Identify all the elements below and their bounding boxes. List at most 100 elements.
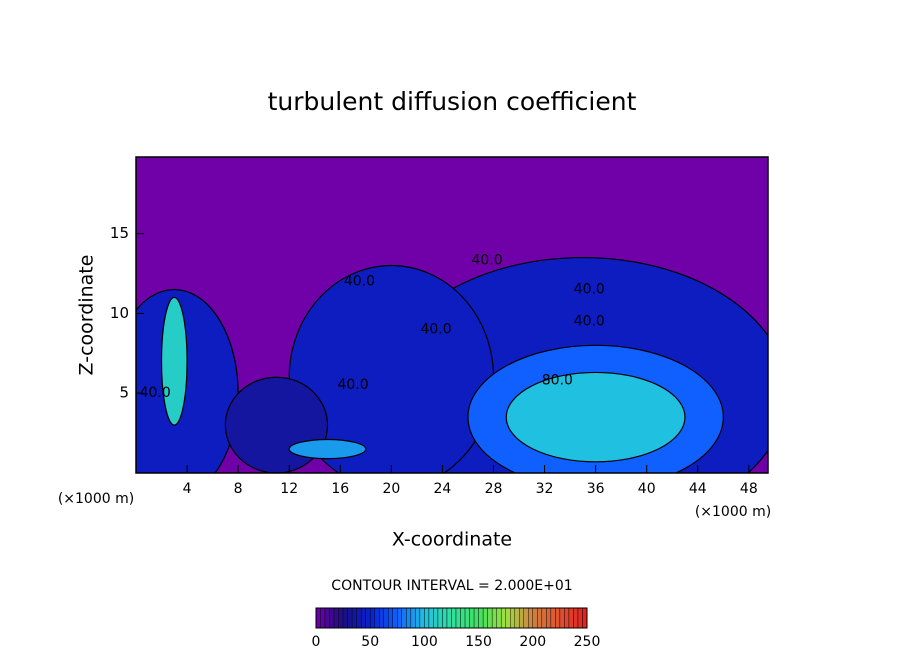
colorbar-cell <box>419 607 425 629</box>
colorbar-cell <box>559 607 565 629</box>
colorbar-cell <box>451 607 457 629</box>
colorbar-cell <box>577 607 583 629</box>
colorbar-cell <box>397 607 403 629</box>
colorbar-cell <box>315 607 321 629</box>
colorbar-frame <box>315 607 588 629</box>
y-axis-label: Z-coordinate <box>76 255 98 376</box>
colorbar-cell <box>433 607 439 629</box>
x-axis-label: X-coordinate <box>392 529 512 551</box>
y-tick-label: 15 <box>110 224 129 242</box>
colorbar-cell <box>428 607 434 629</box>
colorbar-tick-label: 250 <box>574 634 601 650</box>
colorbar-cell <box>360 607 366 629</box>
colorbar-cell <box>324 607 330 629</box>
colorbar-cell <box>329 607 335 629</box>
colorbar-cell <box>347 607 353 629</box>
x-tick-label: 48 <box>740 481 758 497</box>
field-region <box>224 376 329 473</box>
x-tick-label: 24 <box>434 481 452 497</box>
colorbar-cell <box>392 607 398 629</box>
colorbar-cell <box>537 607 543 629</box>
colorbar-cell <box>333 607 339 629</box>
colorbar-tick-label: 50 <box>361 634 379 650</box>
colorbar-cell <box>410 607 416 629</box>
colorbar-cell <box>338 607 344 629</box>
colorbar-cell <box>496 607 502 629</box>
colorbar-tick-label: 100 <box>411 634 438 650</box>
colorbar-tick-label: 200 <box>519 634 546 650</box>
contour-label: 40.0 <box>420 321 451 337</box>
x-tick-label: 28 <box>485 481 503 497</box>
colorbar-cell <box>573 607 579 629</box>
contour-label: 40.0 <box>574 281 605 297</box>
contour-label: 40.0 <box>337 377 368 393</box>
colorbar-cell <box>482 607 488 629</box>
colorbar-cell <box>455 607 461 629</box>
colorbar-cell <box>365 607 371 629</box>
contour-label: 40.0 <box>344 273 375 289</box>
colorbar-cell <box>582 607 588 629</box>
contour-label: 40.0 <box>472 253 503 269</box>
colorbar-cell <box>541 607 547 629</box>
colorbar-title: CONTOUR INTERVAL = 2.000E+01 <box>331 578 572 594</box>
colorbar-cell <box>464 607 470 629</box>
plot-frame <box>135 156 769 474</box>
x-tick-label: 8 <box>234 481 243 497</box>
colorbar-cell <box>491 607 497 629</box>
contour-label: 80.0 <box>542 372 573 388</box>
colorbar-tick-label: 0 <box>312 634 321 650</box>
x-tick-label: 16 <box>331 481 349 497</box>
x-tick-label: 44 <box>689 481 707 497</box>
x-tick-label: 12 <box>280 481 298 497</box>
field-region <box>288 438 367 460</box>
colorbar-cell <box>532 607 538 629</box>
colorbar-cell <box>555 607 561 629</box>
chart-title: turbulent diffusion coefficient <box>268 87 637 116</box>
colorbar-cell <box>478 607 484 629</box>
colorbar-cell <box>356 607 362 629</box>
colorbar-cell <box>550 607 556 629</box>
colorbar-cell <box>379 607 384 629</box>
colorbar-tick-label: 150 <box>465 634 492 650</box>
x-tick-label: 32 <box>536 481 554 497</box>
x-tick-label: 4 <box>183 481 192 497</box>
field-region <box>505 371 686 463</box>
colorbar-cell <box>528 607 533 629</box>
colorbar-cell <box>568 607 574 629</box>
colorbar-cell <box>370 607 375 629</box>
y-tick-label: 10 <box>110 304 129 322</box>
colorbar-cell <box>487 607 493 629</box>
colorbar-cell <box>437 607 443 629</box>
colorbar-cell <box>546 607 552 629</box>
colorbar-cell <box>473 607 479 629</box>
colorbar-cell <box>342 607 348 629</box>
x-unit: (×1000 m) <box>695 504 771 520</box>
contour-label: 40.0 <box>140 385 171 401</box>
x-tick-label: 36 <box>587 481 605 497</box>
colorbar-cell <box>519 607 524 629</box>
colorbar-cell <box>500 607 506 629</box>
field: 40.0 40.0 40.0 40.0 40.0 40.0 40.0 80.0 <box>136 157 768 473</box>
colorbar-cell <box>514 607 520 629</box>
colorbar-cell <box>388 607 393 629</box>
colorbar-cell <box>320 607 326 629</box>
colorbar-cell <box>523 607 529 629</box>
colorbar-cell <box>446 607 452 629</box>
field-region <box>160 296 188 426</box>
x-tick-label: 20 <box>382 481 400 497</box>
colorbar-cell <box>564 607 570 629</box>
colorbar-cell <box>460 607 466 629</box>
contour-label: 40.0 <box>574 313 605 329</box>
colorbar-cell <box>510 607 515 629</box>
colorbar-cell <box>374 607 380 629</box>
colorbar-cell <box>469 607 475 629</box>
colorbar-cell <box>424 607 430 629</box>
colorbar-cell <box>406 607 412 629</box>
colorbar-cell <box>383 607 389 629</box>
colorbar-cell <box>415 607 421 629</box>
colorbar-cell <box>442 607 448 629</box>
x-tick-label: 40 <box>638 481 656 497</box>
y-unit: (×1000 m) <box>58 491 134 507</box>
colorbar-cell <box>351 607 357 629</box>
